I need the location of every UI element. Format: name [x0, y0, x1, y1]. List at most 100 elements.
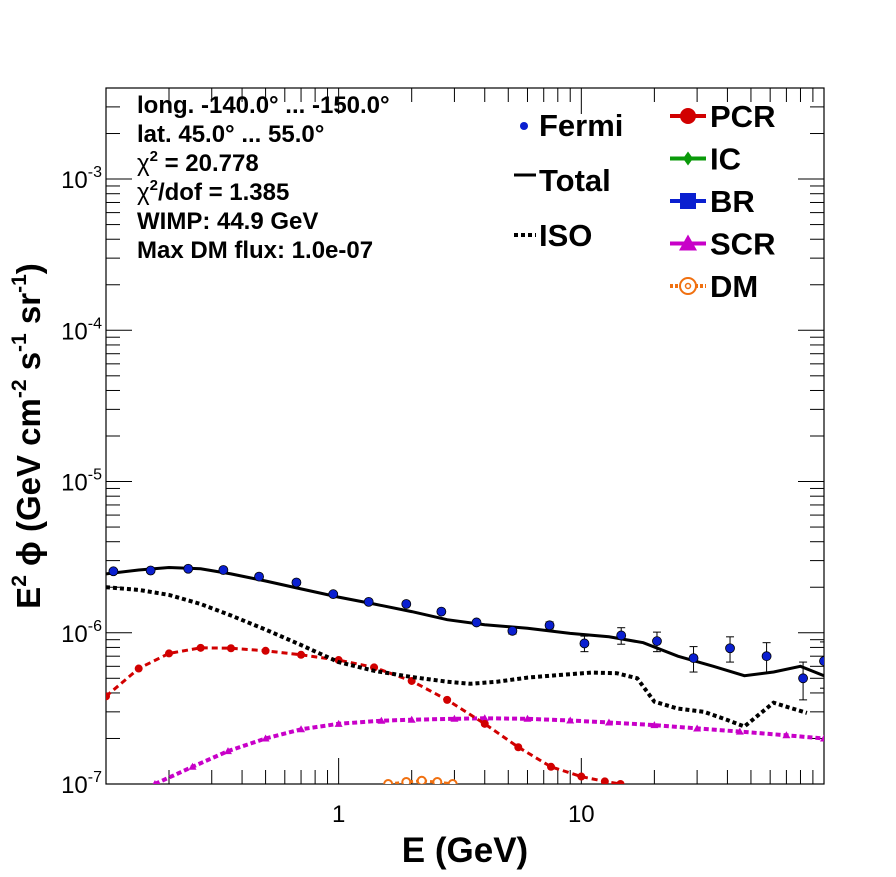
- fermi-point: [688, 653, 699, 663]
- legend-label: BR: [710, 184, 755, 219]
- fermi-point: [725, 643, 735, 654]
- fermi-point: [291, 577, 302, 588]
- pcr-point: [616, 780, 625, 784]
- fermi-point: [363, 596, 374, 607]
- plot-area: [106, 563, 824, 784]
- scr-point: [450, 714, 459, 722]
- scr-point: [377, 716, 386, 724]
- fermi-point: [436, 606, 447, 617]
- legend-entry-fermi: Fermi: [520, 108, 623, 143]
- info-line: χ2/dof = 1.385: [137, 177, 289, 206]
- legend-label: SCR: [710, 227, 775, 262]
- y-tick-label: 10-5: [61, 467, 102, 497]
- scr-point: [223, 747, 232, 755]
- scr-point: [693, 724, 702, 732]
- fermi-point: [401, 599, 412, 609]
- scr-point: [782, 731, 791, 739]
- scr-point: [820, 734, 824, 742]
- scr-series-line: [154, 716, 824, 784]
- y-tick-label: 10-6: [61, 618, 102, 648]
- legend-label: IC: [710, 142, 741, 177]
- scr-point: [297, 725, 306, 733]
- pcr-point: [261, 646, 270, 655]
- dm-point: [447, 779, 458, 784]
- legend-entry-scr: SCR: [670, 227, 775, 262]
- fermi-point: [652, 636, 662, 647]
- dm-point: [432, 777, 443, 784]
- pcr-point: [297, 650, 306, 659]
- legend-marker-diamond: [683, 151, 693, 166]
- y-tick-label: 10-4: [61, 315, 102, 345]
- legend-label: Fermi: [539, 108, 623, 143]
- pcr-point: [600, 777, 609, 784]
- scr-point: [735, 727, 744, 735]
- y-axis-ticks: 10-7 10-6 10-5 10-4 10-3: [61, 87, 824, 799]
- fermi-point: [798, 673, 808, 684]
- pcr-point: [134, 664, 143, 673]
- fermi-point: [579, 638, 590, 649]
- info-line: χ2 = 20.778: [137, 148, 259, 177]
- scr-point: [566, 716, 575, 724]
- legend-entry-ic: IC: [670, 142, 741, 177]
- fermi-point: [218, 565, 229, 575]
- scr-point: [334, 719, 343, 727]
- fermi-point: [616, 630, 627, 641]
- pcr-point: [480, 719, 489, 728]
- fermi-point: [108, 566, 119, 577]
- legend-entry-iso: ISO: [514, 218, 592, 253]
- pcr-point: [546, 762, 555, 771]
- fermi-point: [183, 563, 194, 574]
- info-line: WIMP: 44.9 GeV: [137, 208, 318, 235]
- legend-entry-dm: DM: [670, 269, 758, 304]
- pcr-point: [443, 695, 452, 704]
- scr-point: [480, 714, 489, 722]
- pcr-point: [165, 649, 174, 658]
- y-tick-label: 10-3: [61, 164, 102, 194]
- iso-series-line: [106, 585, 808, 729]
- fermi-point: [471, 617, 482, 628]
- fermi-point: [145, 565, 156, 576]
- legend-entry-pcr: PCR: [670, 99, 775, 134]
- legend-marker-square: [680, 193, 696, 209]
- dm-point: [383, 779, 394, 784]
- y-tick-label: 10-7: [61, 769, 102, 799]
- fermi-point: [328, 589, 339, 600]
- info-line: lat. 45.0° ... 55.0°: [137, 121, 324, 148]
- dm-point: [401, 777, 412, 784]
- pcr-point: [514, 743, 523, 752]
- legend-marker-fermi: [520, 122, 528, 130]
- x-tick-label: 10: [568, 801, 595, 828]
- info-line: long. -140.0° ... -150.0°: [137, 92, 390, 119]
- info-text-block: long. -140.0° ... -150.0°lat. 45.0° ... …: [137, 92, 390, 264]
- y-axis-title: E2 ϕ (GeV cm-2 s-1 sr-1): [8, 263, 47, 609]
- pcr-series-line: [106, 646, 621, 784]
- scr-point: [407, 715, 416, 723]
- scr-point: [650, 721, 659, 729]
- legend-label: Total: [539, 163, 611, 198]
- x-tick-label: 1: [332, 801, 345, 828]
- legend-label: DM: [710, 269, 758, 304]
- dm-point: [416, 775, 427, 784]
- pcr-point: [196, 643, 205, 652]
- total-series-line: [106, 565, 824, 678]
- fermi-point: [819, 656, 824, 666]
- legend-label: ISO: [539, 218, 592, 253]
- legend-right: PCR IC BR SCR DM: [670, 99, 775, 304]
- fermi-point: [254, 571, 264, 582]
- pcr-point: [106, 692, 110, 701]
- scr-point: [188, 762, 197, 770]
- legend-marker-circle: [680, 108, 696, 124]
- scr-point: [523, 714, 532, 722]
- legend-marker-triangle: [679, 234, 697, 251]
- scr-point: [152, 780, 158, 784]
- scr-point: [261, 734, 270, 742]
- pcr-point: [226, 644, 235, 653]
- legend-label: PCR: [710, 99, 775, 134]
- legend-entry-br: BR: [670, 184, 755, 219]
- pcr-point: [577, 772, 586, 781]
- scr-point: [604, 718, 613, 726]
- x-axis-title: E (GeV): [402, 831, 528, 870]
- fermi-point: [761, 651, 772, 662]
